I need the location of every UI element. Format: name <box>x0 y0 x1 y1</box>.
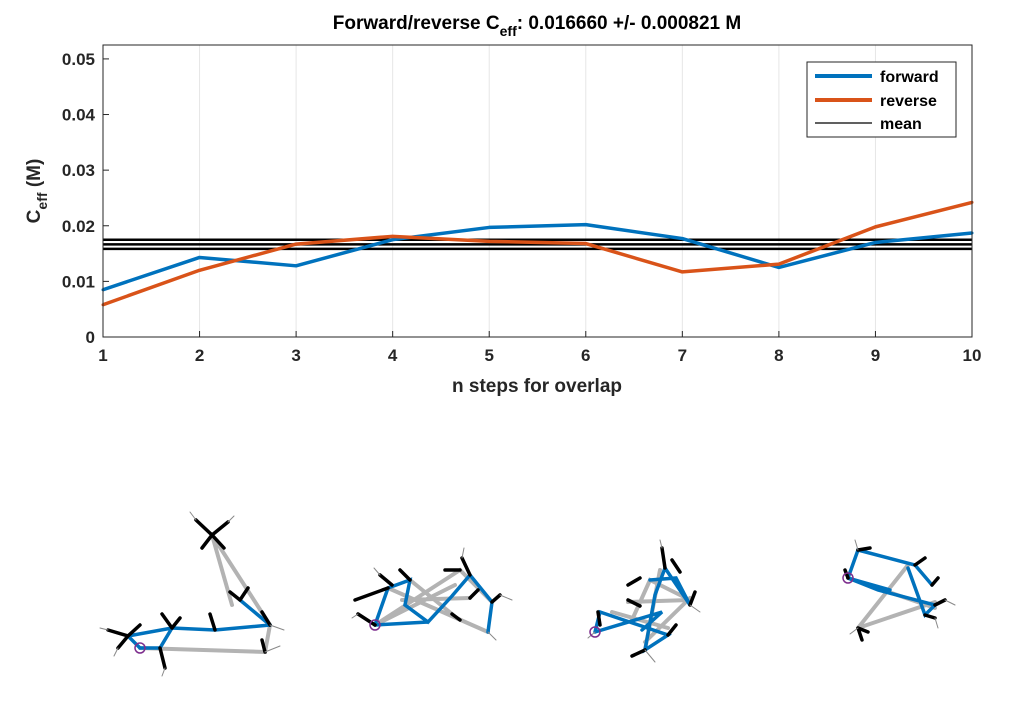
molecule-structure-3 <box>587 539 701 663</box>
y-tick-label: 0 <box>86 328 95 347</box>
molecule-structure-4 <box>842 539 956 642</box>
x-tick-label: 3 <box>291 346 300 365</box>
x-tick-label: 2 <box>195 346 204 365</box>
y-tick-label: 0.05 <box>62 50 95 69</box>
data-point-reverse <box>777 262 781 266</box>
molecule-anchor-marker <box>134 642 146 654</box>
x-tick-label: 8 <box>774 346 783 365</box>
data-point-reverse <box>294 242 298 246</box>
molecule-anchor-marker <box>589 626 601 638</box>
x-axis-label: n steps for overlap <box>452 376 622 397</box>
series-line-reverse <box>102 200 973 307</box>
molecule-anchor-marker <box>842 572 854 584</box>
grid-lines <box>199 45 876 337</box>
legend: forward reverse mean <box>806 61 957 138</box>
x-tick-label: 4 <box>388 346 398 365</box>
chart-title-rest: : 0.016660 +/- 0.000821 M <box>517 13 741 34</box>
x-tick-label: 9 <box>871 346 880 365</box>
data-point-forward <box>391 238 395 242</box>
chart-title-sub: eff <box>500 23 517 39</box>
x-tick-label: 10 <box>963 346 982 365</box>
data-series <box>101 200 974 307</box>
data-point-forward <box>584 223 588 227</box>
legend-label-forward: forward <box>880 69 939 86</box>
y-axis-label-rest: (M) <box>24 159 45 193</box>
data-point-forward <box>198 255 202 259</box>
molecule-structure-1 <box>99 511 285 677</box>
y-axis-label: Ceff (M) <box>24 159 50 224</box>
x-tick-label: 6 <box>581 346 590 365</box>
legend-label-reverse: reverse <box>880 93 937 110</box>
y-tick-label: 0.03 <box>62 161 95 180</box>
data-point-reverse <box>487 239 491 243</box>
chart-title-main: Forward/reverse C <box>333 13 500 34</box>
molecule-structures <box>99 511 956 677</box>
data-point-forward <box>777 265 781 269</box>
legend-label-mean: mean <box>880 116 922 133</box>
x-tick-label: 5 <box>484 346 493 365</box>
molecule-anchor-marker <box>369 619 381 631</box>
x-axis-ticks: 1 2 3 4 5 6 7 8 9 10 <box>98 331 981 365</box>
data-point-forward <box>873 240 877 244</box>
series-line-forward <box>102 222 973 292</box>
y-axis-label-sub: eff <box>34 192 50 209</box>
y-tick-label: 0.04 <box>62 106 96 125</box>
data-point-reverse <box>584 242 588 246</box>
data-point-forward <box>487 225 491 229</box>
data-point-reverse <box>873 225 877 229</box>
plot-axes-box <box>102 44 973 338</box>
x-tick-label: 1 <box>98 346 107 365</box>
y-tick-label: 0.01 <box>62 272 95 291</box>
data-point-forward <box>680 237 684 241</box>
data-point-reverse <box>198 268 202 272</box>
data-point-reverse <box>680 270 684 274</box>
y-axis-label-main: C <box>24 209 45 223</box>
molecule-structure-2 <box>351 547 513 641</box>
data-point-reverse <box>391 234 395 238</box>
y-axis-ticks: 0 0.01 0.02 0.03 0.04 0.05 <box>62 50 109 347</box>
data-point-forward <box>294 264 298 268</box>
y-tick-label: 0.02 <box>62 217 95 236</box>
chart-title: Forward/reverse Ceff: 0.016660 +/- 0.000… <box>333 13 741 39</box>
x-tick-label: 7 <box>678 346 687 365</box>
